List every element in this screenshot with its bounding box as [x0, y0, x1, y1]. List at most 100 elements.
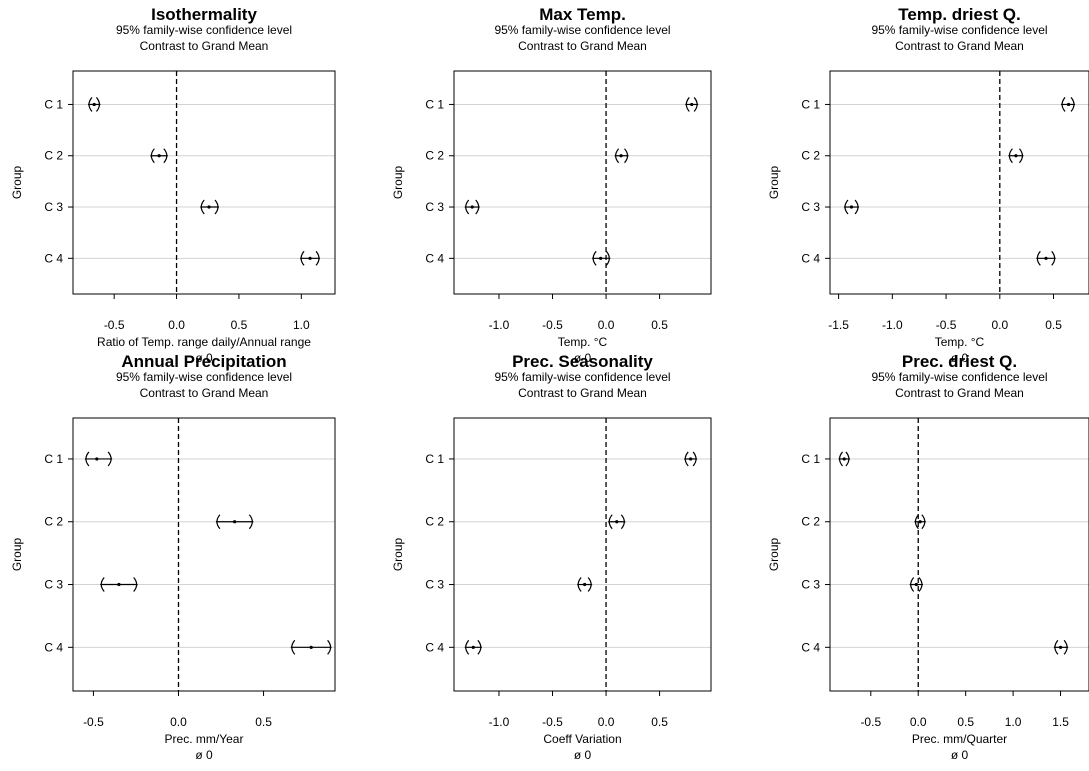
x-tick-label: 0.5: [651, 715, 668, 729]
panel-subtitle-confidence: 95% family-wise confidence level: [871, 370, 1047, 384]
upper-bracket: [693, 97, 698, 112]
x-tick-label: 0.0: [910, 715, 927, 729]
lower-bracket: [615, 148, 620, 164]
upper-bracket: [587, 577, 592, 592]
x-tick-label: 1.5: [1052, 715, 1069, 729]
estimate-point: [207, 205, 211, 209]
lower-bracket: [465, 639, 470, 655]
x-tick-label: 0.5: [957, 715, 974, 729]
interval-2: [614, 148, 629, 164]
lower-bracket: [85, 451, 90, 467]
lower-bracket: [216, 514, 221, 530]
interval-4: [592, 250, 611, 266]
estimate-point: [92, 102, 96, 107]
lower-bracket: [592, 250, 597, 266]
estimate-point: [470, 205, 474, 209]
y-axis-label: Group: [767, 166, 781, 200]
interval-1: [838, 451, 850, 467]
panel-title: Temp. driest Q.: [898, 5, 1021, 24]
panel-title: Prec. driest Q.: [902, 352, 1017, 371]
x-tick-label: 0.0: [170, 715, 187, 729]
category-label: C 2: [44, 515, 63, 529]
interval-4: [1036, 250, 1056, 266]
x-tick-label: 0.0: [598, 715, 615, 729]
x-axis-label: Ratio of Temp. range daily/Annual range: [97, 335, 311, 349]
x-tick-label: 0.5: [255, 715, 272, 729]
x-axis-sublabel: ø 0: [951, 351, 969, 365]
x-tick-label: -0.5: [83, 715, 104, 729]
upper-bracket: [854, 199, 859, 215]
x-tick-label: 1.0: [293, 318, 310, 332]
panel-title: Isothermality: [151, 5, 257, 24]
interval-1: [87, 97, 101, 112]
upper-bracket: [1018, 148, 1024, 164]
estimate-point: [1066, 102, 1071, 107]
lower-bracket: [465, 199, 470, 215]
plot-frame: [72, 417, 336, 692]
x-axis-label: Temp. °C: [935, 335, 985, 349]
panel-title: Annual Precipitation: [121, 352, 286, 371]
upper-bracket: [605, 250, 610, 266]
interval-1: [684, 451, 698, 467]
lower-bracket: [1054, 639, 1059, 655]
upper-bracket: [107, 451, 112, 467]
interval-4: [290, 639, 332, 655]
panel-subtitle-confidence: 95% family-wise confidence level: [116, 370, 292, 384]
interval-1: [84, 451, 113, 467]
panel-subtitle-confidence: 95% family-wise confidence level: [116, 23, 292, 37]
x-tick-label: -0.5: [104, 318, 125, 332]
category-label: C 2: [801, 515, 820, 529]
lower-bracket: [150, 148, 155, 164]
plot-frame: [829, 417, 1089, 692]
x-axis-label: Prec. mm/Year: [165, 732, 244, 746]
interval-4: [1053, 639, 1069, 655]
x-tick-label: 0.5: [1045, 318, 1062, 332]
upper-bracket: [624, 148, 629, 164]
lower-bracket: [685, 97, 690, 112]
x-tick-label: -0.5: [936, 318, 957, 332]
panel-subtitle-contrast: Contrast to Grand Mean: [140, 386, 269, 400]
estimate-point: [689, 457, 693, 461]
estimate-point: [157, 154, 161, 158]
upper-bracket: [1070, 97, 1075, 112]
x-tick-label: 0.0: [168, 318, 185, 332]
interval-3: [464, 199, 480, 215]
x-tick-label: 1.0: [1005, 715, 1022, 729]
panel-3: Temp. driest Q.95% family-wise confidenc…: [767, 5, 1089, 365]
upper-bracket: [315, 250, 320, 266]
x-axis-sublabel: ø 0: [951, 748, 969, 762]
category-label: C 2: [44, 149, 63, 163]
category-label: C 4: [801, 640, 820, 654]
category-label: C 1: [425, 452, 444, 466]
category-label: C 3: [801, 578, 820, 592]
panel-title: Max Temp.: [539, 5, 626, 24]
category-label: C 4: [801, 251, 820, 265]
x-axis-sublabel: ø 0: [574, 748, 592, 762]
interval-3: [100, 577, 138, 592]
upper-bracket: [921, 514, 926, 530]
category-label: C 3: [44, 200, 63, 214]
estimate-point: [1014, 154, 1018, 158]
x-axis-label: Prec. mm/Quarter: [912, 732, 1007, 746]
estimate-point: [615, 520, 619, 524]
upper-bracket: [1063, 639, 1068, 655]
interval-2: [1008, 148, 1024, 164]
x-axis-sublabel: ø 0: [574, 351, 592, 365]
category-label: C 2: [801, 149, 820, 163]
x-tick-label: -0.5: [542, 715, 563, 729]
interval-2: [150, 148, 168, 164]
category-label: C 2: [425, 515, 444, 529]
upper-bracket: [1051, 250, 1056, 266]
x-tick-label: 0.5: [651, 318, 668, 332]
y-axis-label: Group: [10, 166, 24, 200]
upper-bracket: [248, 514, 253, 530]
lower-bracket: [684, 451, 689, 467]
panel-6: Prec. driest Q.95% family-wise confidenc…: [767, 352, 1089, 762]
estimate-point: [1044, 256, 1048, 260]
upper-bracket: [475, 199, 480, 215]
category-label: C 4: [425, 251, 444, 265]
upper-bracket: [214, 199, 219, 215]
lower-bracket: [914, 514, 919, 530]
